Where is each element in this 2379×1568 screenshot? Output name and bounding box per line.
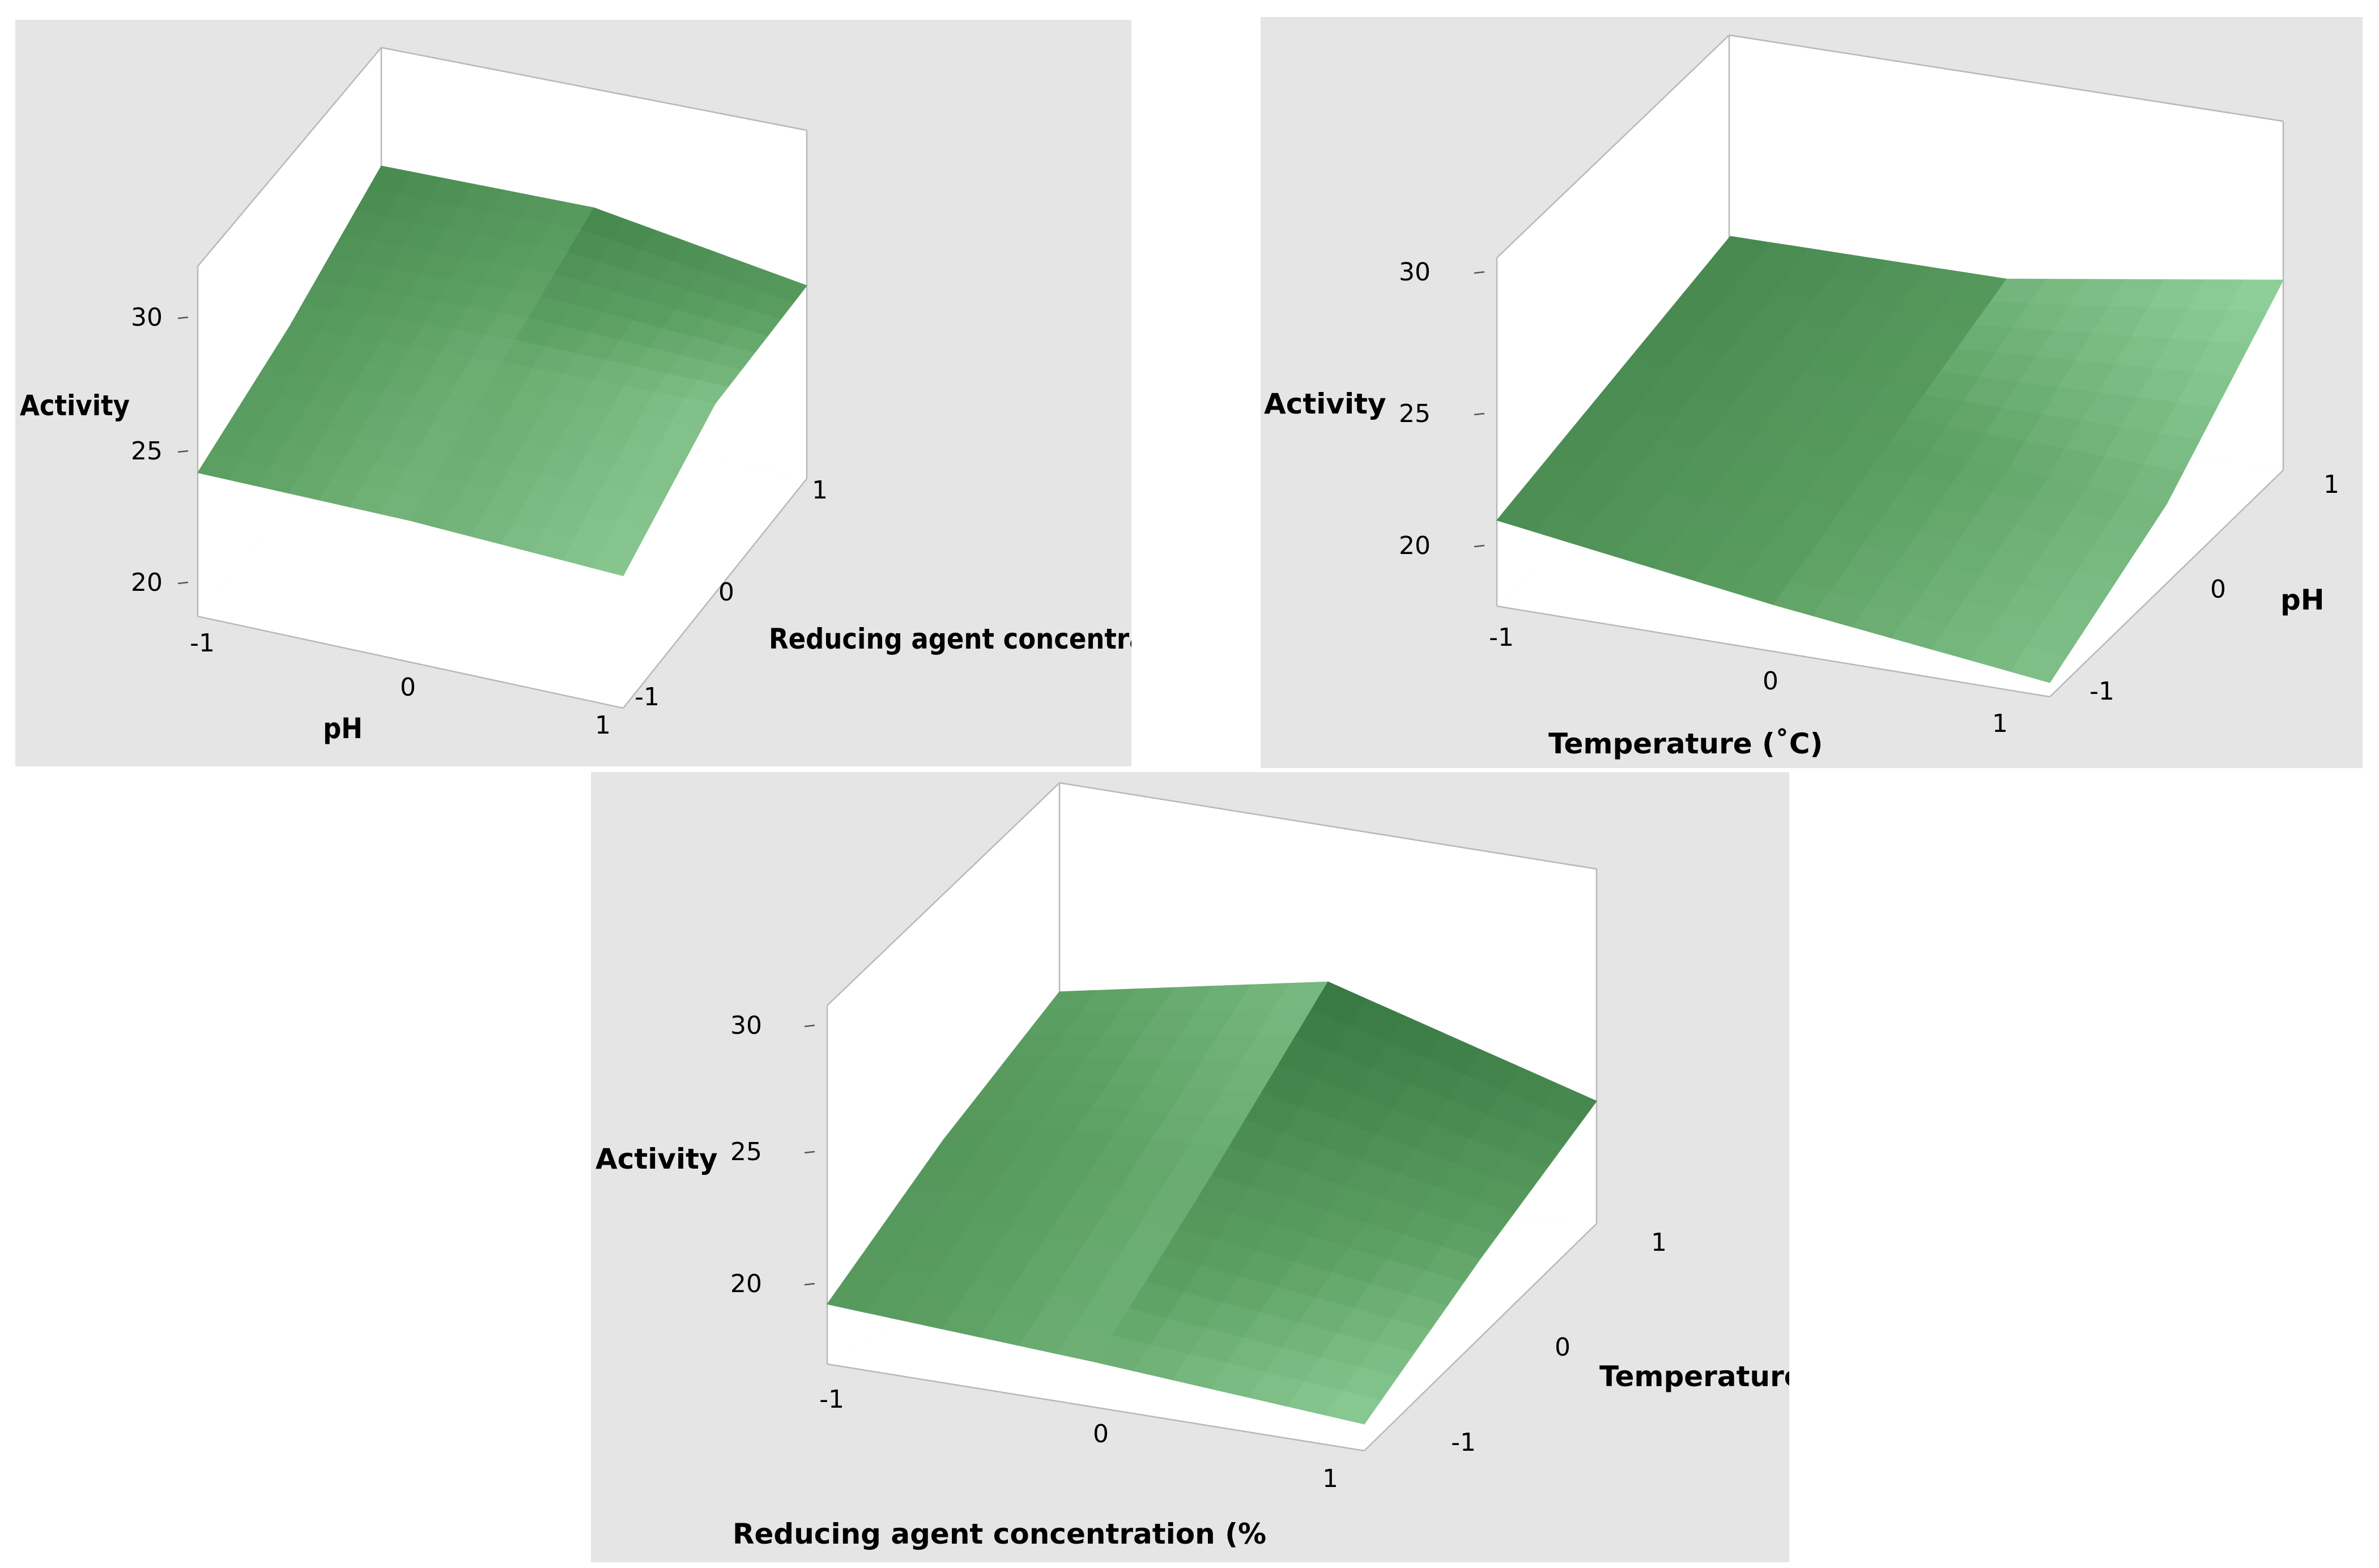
z-tick-mark	[177, 581, 189, 585]
response-surface	[826, 981, 1597, 1425]
z-tick-label: 20	[131, 568, 163, 597]
y-axis-label: Reducing agent concentration	[769, 623, 1131, 655]
z-tick-mark	[1474, 544, 1485, 548]
z-tick-label: 20	[1399, 531, 1431, 560]
surface-facet	[1325, 1391, 1382, 1425]
z-tick-mark	[804, 1282, 815, 1286]
x-tick-label: 1	[1322, 1464, 1338, 1493]
y-tick-label: 0	[718, 578, 734, 607]
z-tick-label: 20	[730, 1269, 762, 1298]
surface-facet	[2010, 646, 2067, 683]
x-tick-label: -1	[190, 629, 215, 658]
z-tick-mark	[1474, 271, 1485, 274]
surface-plot-reducing-agent-vs-temperature: 20 25 30 -1 0 1 -1 0 1 Activity Reducing agent c…	[591, 772, 1789, 1562]
z-tick-mark	[177, 316, 189, 319]
y-tick-label: 0	[1555, 1333, 1571, 1362]
x-tick-label: 0	[400, 673, 416, 702]
y-axis-label: Temperature	[1599, 1360, 1789, 1393]
y-tick-label: -1	[635, 683, 659, 711]
z-tick-label: 25	[131, 437, 163, 466]
x-axis-label: pH	[323, 712, 363, 745]
x-tick-label: 0	[1763, 667, 1778, 696]
response-surface	[197, 165, 807, 577]
z-axis-label: Activity	[1264, 387, 1386, 420]
y-axis-label: pH	[2280, 583, 2325, 616]
z-tick-mark	[804, 1151, 815, 1154]
z-tick-label: 25	[730, 1137, 762, 1166]
x-tick-label: 0	[1093, 1420, 1109, 1448]
x-tick-label: 1	[595, 711, 611, 740]
y-tick-label: 1	[812, 476, 828, 505]
response-surface	[1496, 236, 2284, 683]
y-tick-label: -1	[1451, 1428, 1476, 1457]
z-tick-mark	[804, 1024, 815, 1028]
surface-plot-ph-vs-reducing-agent: 20 25 30 -1 0 1 -1 0 1 Activity pH Reducing agen…	[15, 20, 1131, 766]
x-tick-label: 1	[1992, 709, 2008, 738]
y-tick-label: 1	[2323, 470, 2339, 499]
surface-plot-3-svg: 20 25 30 -1 0 1 -1 0 1 Activity Reducing agent c…	[595, 782, 1789, 1550]
y-tick-label: -1	[2089, 677, 2114, 706]
z-tick-label: 25	[1399, 399, 1431, 428]
z-tick-label: 30	[131, 303, 163, 332]
x-tick-label: -1	[1489, 623, 1514, 652]
y-tick-label: 1	[1651, 1228, 1667, 1257]
surface-plot-temperature-vs-ph: 20 25 30 -1 0 1 -1 0 1 Activity Temperature (˚C)…	[1261, 17, 2363, 768]
y-tick-label: 0	[2210, 575, 2226, 604]
z-axis-label: Activity	[595, 1143, 718, 1175]
x-tick-label: -1	[819, 1385, 844, 1414]
surface-facet	[592, 543, 637, 577]
surface-plot-1-svg: 20 25 30 -1 0 1 -1 0 1 Activity pH Reducing agen…	[20, 46, 1131, 745]
z-tick-label: 30	[730, 1011, 762, 1040]
surface-plot-2-svg: 20 25 30 -1 0 1 -1 0 1 Activity Temperature (˚C)…	[1264, 34, 2339, 760]
x-axis-label: Reducing agent concentration (%	[733, 1518, 1266, 1550]
z-tick-mark	[1474, 412, 1485, 416]
z-axis-label: Activity	[20, 389, 130, 422]
z-tick-label: 30	[1399, 258, 1431, 287]
x-axis-label: Temperature (˚C)	[1548, 727, 1823, 760]
z-tick-mark	[177, 450, 189, 453]
